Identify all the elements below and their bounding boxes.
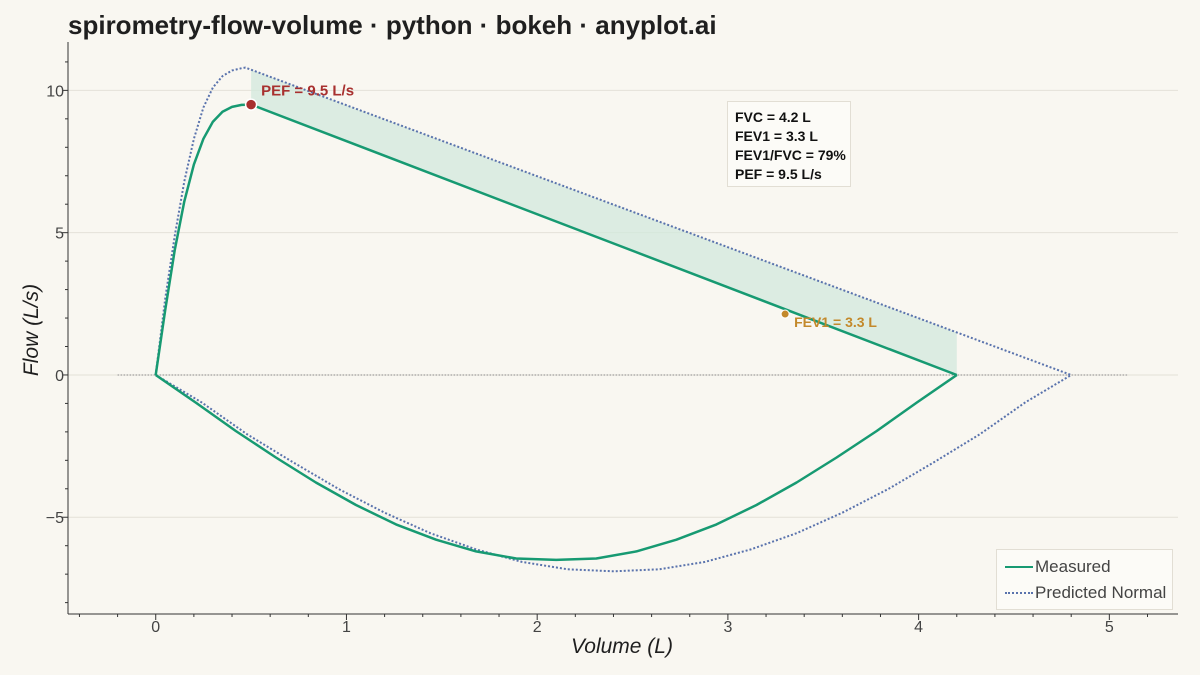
x-tick-label: 0 xyxy=(151,619,160,636)
axis-layer: 0 1 2 3 4 5 −5 0 5 10 xyxy=(46,42,1178,636)
x-tick-label: 1 xyxy=(342,619,351,636)
marker-layer: PEF = 9.5 L/s FEV1 = 3.3 L xyxy=(244,83,877,330)
stat-fev1: FEV1 = 3.3 L xyxy=(735,128,818,144)
legend: Measured Predicted Normal xyxy=(996,549,1173,610)
y-axis-label: Flow (L/s) xyxy=(20,284,43,376)
x-axis-label: Volume (L) xyxy=(571,635,673,658)
legend-label-measured: Measured xyxy=(1035,557,1111,576)
measured-inspiratory-line xyxy=(154,373,958,562)
measured-expiratory-line xyxy=(154,103,958,377)
x-tick-label: 2 xyxy=(533,619,542,636)
grid-layer xyxy=(68,89,1178,518)
stat-ratio: FEV1/FVC = 79% xyxy=(735,147,846,163)
stats-box: FVC = 4.2 L FEV1 = 3.3 L FEV1/FVC = 79% … xyxy=(727,101,851,187)
x-tick-label: 3 xyxy=(723,619,732,636)
fev1-marker xyxy=(780,309,790,319)
series-layer xyxy=(154,66,1072,573)
chart-title: spirometry-flow-volume · python · bokeh … xyxy=(68,10,717,40)
fev1-label: FEV1 = 3.3 L xyxy=(794,314,877,330)
stat-fvc: FVC = 4.2 L xyxy=(735,109,811,125)
pef-label: PEF = 9.5 L/s xyxy=(261,83,354,100)
shaded-region xyxy=(251,69,957,375)
shaded-region-layer xyxy=(251,69,957,375)
y-tick-label: 5 xyxy=(55,226,64,243)
legend-item-predicted: Predicted Normal xyxy=(1005,582,1166,604)
legend-label-predicted: Predicted Normal xyxy=(1035,583,1167,602)
y-tick-label: 0 xyxy=(55,368,64,385)
y-tick-label: −5 xyxy=(46,510,64,527)
x-tick-label: 4 xyxy=(914,619,923,636)
pef-marker xyxy=(244,98,258,111)
x-tick-label: 5 xyxy=(1105,619,1114,636)
stat-pef: PEF = 9.5 L/s xyxy=(735,166,822,182)
y-tick-label: 10 xyxy=(46,83,64,100)
legend-swatch-measured xyxy=(1005,566,1033,568)
legend-swatch-predicted xyxy=(1005,592,1033,594)
legend-item-measured: Measured xyxy=(1005,556,1111,578)
predicted-inspiratory-line xyxy=(155,374,1072,573)
